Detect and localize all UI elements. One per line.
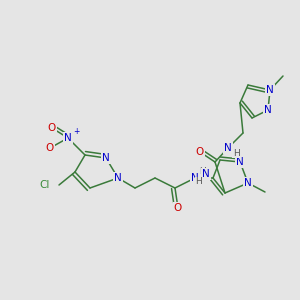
Text: +: + (73, 128, 79, 136)
Text: N: N (102, 153, 110, 163)
Text: O: O (48, 123, 56, 133)
Text: O: O (196, 147, 204, 157)
Text: N: N (236, 157, 244, 167)
Text: N: N (224, 143, 232, 153)
Text: H: H (232, 148, 239, 158)
Text: O: O (174, 203, 182, 213)
Text: H: H (199, 167, 206, 176)
Text: N: N (64, 133, 72, 143)
Text: N: N (266, 85, 274, 95)
Text: N: N (114, 173, 122, 183)
Text: N: N (244, 178, 252, 188)
Text: H: H (196, 178, 202, 187)
Text: N: N (264, 105, 272, 115)
Text: N: N (191, 173, 199, 183)
Text: N: N (202, 169, 210, 179)
Text: Cl: Cl (40, 180, 50, 190)
Text: O: O (46, 143, 54, 153)
